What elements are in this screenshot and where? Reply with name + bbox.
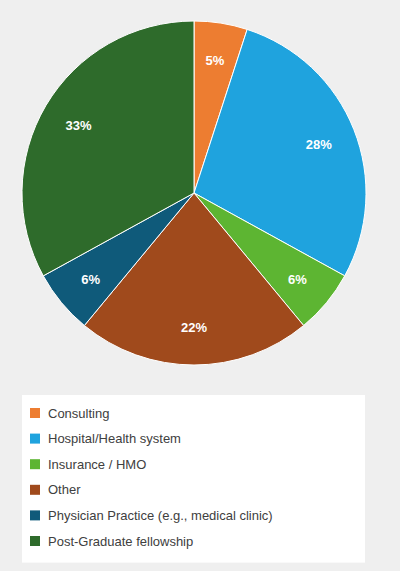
legend-swatch [30,536,40,546]
data-labels: 5% 28% 6% 22% 6% 33% [66,53,333,335]
legend-label: Insurance / HMO [48,457,146,472]
legend-swatch [30,510,40,520]
legend: Consulting Hospital/Health system Insuranc… [22,395,365,563]
slice [22,21,194,276]
data-label: 6% [288,272,307,287]
legend-box [22,395,365,563]
data-label: 33% [66,118,92,133]
data-label: 22% [181,320,207,335]
legend-label: Hospital/Health system [48,431,181,446]
chart: 5% 28% 6% 22% 6% 33% Consulting Hospital/Health… [0,0,400,571]
data-label: 5% [206,53,225,68]
legend-swatch [30,408,40,418]
legend-swatch [30,459,40,469]
data-label: 28% [306,137,332,152]
data-label: 6% [81,272,100,287]
legend-swatch [30,485,40,495]
legend-label: Physician Practice (e.g., medical clinic… [48,508,273,523]
legend-label: Post-Graduate fellowship [48,534,193,549]
legend-label: Consulting [48,406,109,421]
legend-label: Other [48,482,81,497]
slices [22,21,366,365]
legend-swatch [30,434,40,444]
